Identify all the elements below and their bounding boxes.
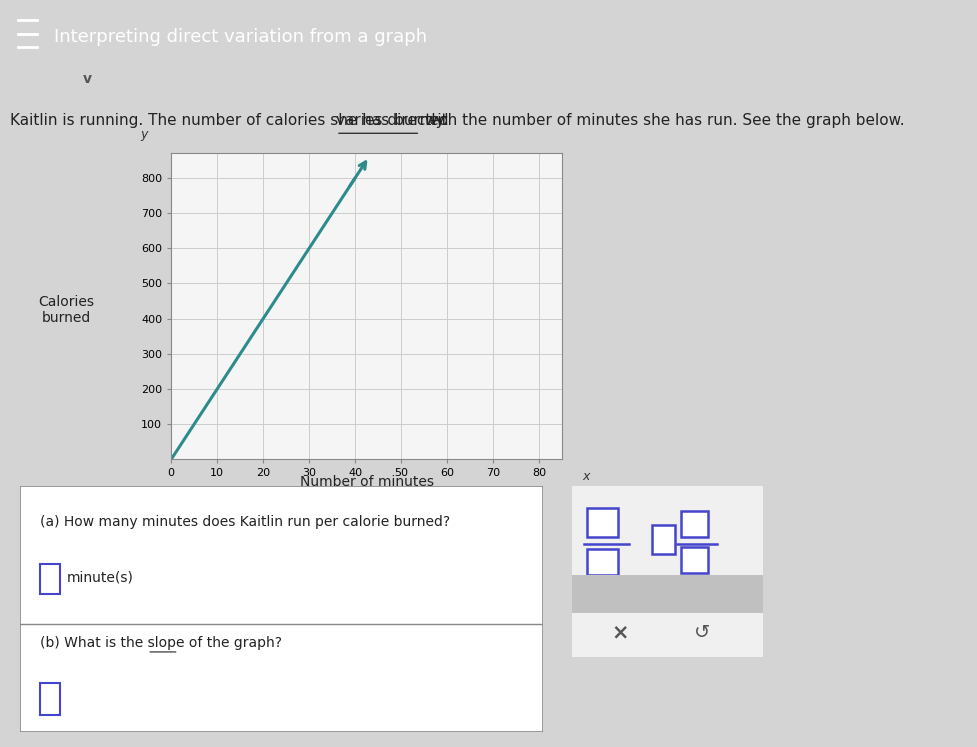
Text: Calories
burned: Calories burned bbox=[38, 295, 95, 325]
FancyBboxPatch shape bbox=[680, 548, 706, 573]
Text: Kaitlin is running. The number of calories she has burned: Kaitlin is running. The number of calori… bbox=[10, 113, 452, 128]
FancyBboxPatch shape bbox=[587, 549, 617, 575]
Text: with the number of minutes she has run. See the graph below.: with the number of minutes she has run. … bbox=[420, 113, 904, 128]
FancyBboxPatch shape bbox=[652, 525, 674, 554]
Text: varies directly: varies directly bbox=[336, 113, 445, 128]
FancyBboxPatch shape bbox=[587, 508, 617, 537]
FancyBboxPatch shape bbox=[40, 565, 61, 594]
FancyBboxPatch shape bbox=[20, 486, 542, 732]
Text: minute(s): minute(s) bbox=[66, 571, 134, 585]
Text: (a) How many minutes does Kaitlin run per calorie burned?: (a) How many minutes does Kaitlin run pe… bbox=[40, 515, 450, 529]
Text: Number of minutes: Number of minutes bbox=[299, 475, 434, 489]
Text: x: x bbox=[581, 470, 589, 483]
FancyBboxPatch shape bbox=[40, 683, 61, 715]
Text: ×: × bbox=[611, 622, 628, 642]
FancyBboxPatch shape bbox=[572, 575, 762, 613]
Text: ↺: ↺ bbox=[693, 623, 709, 642]
Text: v: v bbox=[83, 72, 92, 86]
Text: (b) What is the slope of the graph?: (b) What is the slope of the graph? bbox=[40, 636, 282, 650]
Text: y: y bbox=[140, 128, 148, 141]
FancyBboxPatch shape bbox=[680, 512, 706, 537]
FancyBboxPatch shape bbox=[568, 482, 766, 661]
Text: Interpreting direct variation from a graph: Interpreting direct variation from a gra… bbox=[54, 28, 427, 46]
